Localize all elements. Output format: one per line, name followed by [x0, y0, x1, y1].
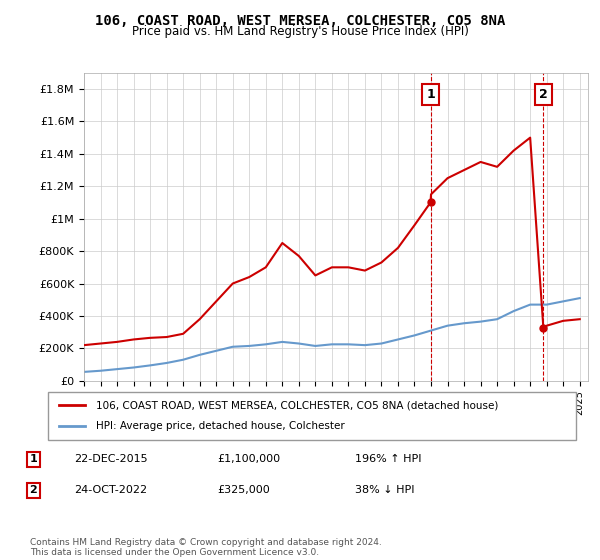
Text: 1: 1 [29, 454, 37, 464]
Text: 106, COAST ROAD, WEST MERSEA, COLCHESTER, CO5 8NA (detached house): 106, COAST ROAD, WEST MERSEA, COLCHESTER… [95, 400, 498, 410]
Text: 22-DEC-2015: 22-DEC-2015 [74, 454, 148, 464]
Text: £325,000: £325,000 [217, 486, 270, 495]
Text: 196% ↑ HPI: 196% ↑ HPI [355, 454, 422, 464]
Text: Contains HM Land Registry data © Crown copyright and database right 2024.
This d: Contains HM Land Registry data © Crown c… [30, 538, 382, 557]
Text: Price paid vs. HM Land Registry's House Price Index (HPI): Price paid vs. HM Land Registry's House … [131, 25, 469, 38]
Text: 24-OCT-2022: 24-OCT-2022 [74, 486, 147, 495]
FancyBboxPatch shape [48, 392, 576, 440]
Text: £1,100,000: £1,100,000 [217, 454, 280, 464]
Text: 2: 2 [539, 88, 548, 101]
Text: 38% ↓ HPI: 38% ↓ HPI [355, 486, 415, 495]
Text: 106, COAST ROAD, WEST MERSEA, COLCHESTER, CO5 8NA: 106, COAST ROAD, WEST MERSEA, COLCHESTER… [95, 14, 505, 28]
Text: 1: 1 [426, 88, 435, 101]
Text: HPI: Average price, detached house, Colchester: HPI: Average price, detached house, Colc… [95, 421, 344, 431]
Text: 2: 2 [29, 486, 37, 495]
